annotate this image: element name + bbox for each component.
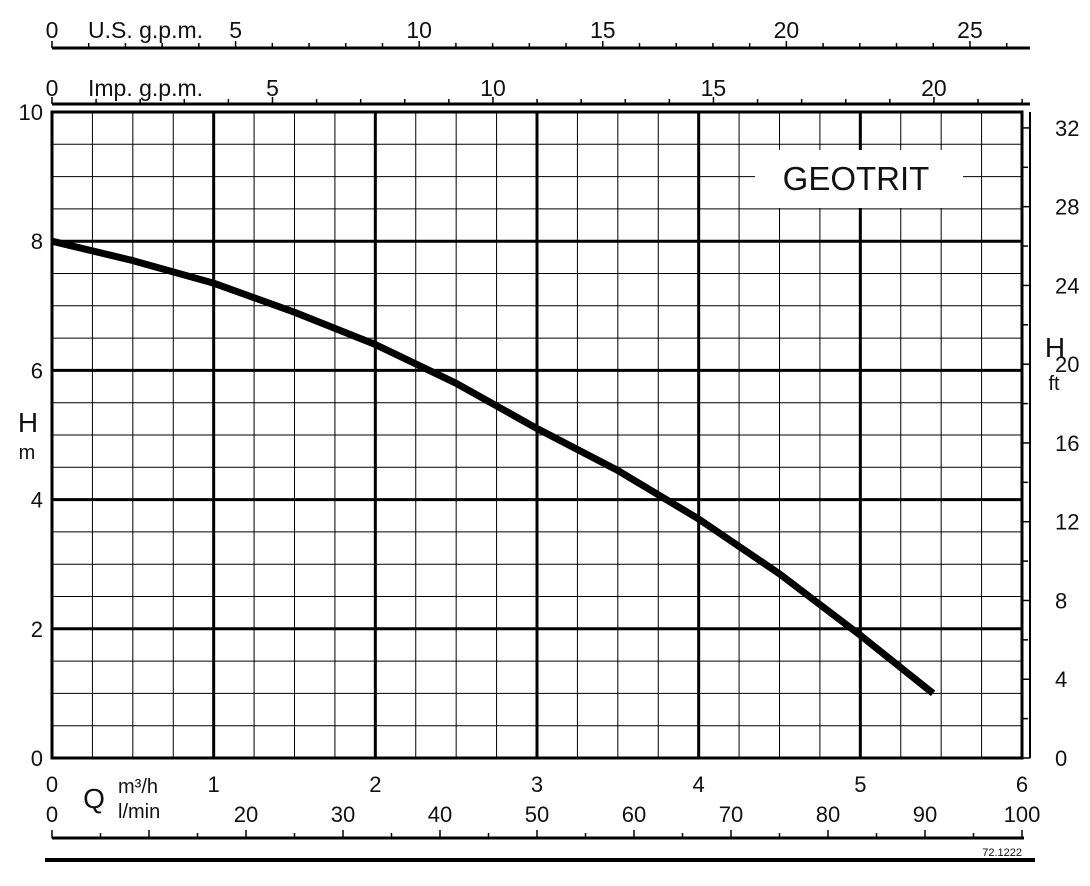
us-tick-label: 0: [46, 17, 59, 43]
us-tick-label: 25: [957, 17, 983, 43]
imp-tick-label: 0: [46, 75, 59, 101]
us-tick-label: 5: [229, 17, 242, 43]
right-axis-label: H: [1045, 332, 1065, 363]
left-tick-label: 6: [31, 358, 43, 383]
title-box: [755, 150, 963, 208]
imp-tick-label: 5: [266, 75, 279, 101]
imp-tick-label: 20: [921, 75, 947, 101]
lmin-tick-label: 100: [1004, 802, 1041, 827]
right-tick-label: 28: [1055, 195, 1079, 220]
m3h-tick-label: 3: [531, 772, 543, 797]
imp-tick-label: 10: [480, 75, 506, 101]
m3h-tick-label: 4: [693, 772, 705, 797]
imp-gpm-unit-label: Imp. g.p.m.: [88, 75, 203, 101]
chart-title: GEOTRIT: [783, 160, 930, 197]
imp-tick-label: 15: [701, 75, 727, 101]
lmin-tick-label: 90: [913, 802, 937, 827]
chart-code: 72.1222: [982, 847, 1022, 859]
axes: [45, 41, 1035, 862]
m3h-tick-label: 5: [854, 772, 866, 797]
left-tick-label: 10: [19, 100, 43, 125]
lmin-tick-label: 60: [622, 802, 646, 827]
left-tick-label: 2: [31, 617, 43, 642]
lmin-tick-label: 20: [234, 802, 258, 827]
us-tick-label: 10: [406, 17, 432, 43]
performance-curve-line: [51, 237, 936, 697]
left-tick-label: 4: [31, 488, 43, 513]
lmin-tick-label: 80: [816, 802, 840, 827]
left-tick-label: 8: [31, 229, 43, 254]
lmin-tick-label: 0: [46, 802, 58, 827]
plot-grid: [50, 110, 1024, 760]
m3h-tick-label: 0: [46, 772, 58, 797]
us-tick-label: 20: [774, 17, 800, 43]
us-tick-label: 15: [590, 17, 616, 43]
lmin-tick-label: 50: [525, 802, 549, 827]
m3h-tick-label: 6: [1016, 772, 1028, 797]
right-tick-label: 4: [1055, 667, 1067, 692]
us-gpm-unit-label: U.S. g.p.m.: [88, 17, 203, 43]
right-tick-label: 20: [1055, 352, 1079, 377]
plot-frame: [50, 110, 1024, 760]
left-axis-unit: m: [19, 442, 36, 464]
right-tick-label: 24: [1055, 273, 1079, 298]
m3h-unit-label: m³/h: [118, 776, 158, 798]
m3h-tick-label: 1: [208, 772, 220, 797]
right-tick-label: 32: [1055, 116, 1079, 141]
m3h-tick-label: 2: [369, 772, 381, 797]
right-tick-label: 16: [1055, 431, 1079, 456]
right-axis-unit: ft: [1048, 373, 1060, 395]
right-tick-label: 12: [1055, 510, 1079, 535]
lmin-unit-label: l/min: [118, 801, 160, 823]
left-axis-label: H: [18, 407, 38, 438]
lmin-tick-label: 30: [331, 802, 355, 827]
left-tick-label: 0: [31, 746, 43, 771]
lmin-tick-label: 40: [428, 802, 452, 827]
right-tick-label: 0: [1055, 746, 1067, 771]
lmin-tick-label: 70: [719, 802, 743, 827]
right-tick-label: 8: [1055, 588, 1067, 613]
flow-symbol: Q: [83, 783, 105, 814]
performance-curve: [51, 237, 936, 697]
